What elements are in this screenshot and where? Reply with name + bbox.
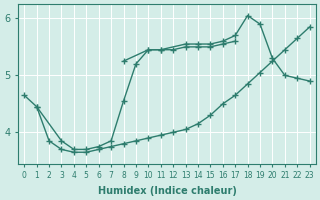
X-axis label: Humidex (Indice chaleur): Humidex (Indice chaleur) (98, 186, 236, 196)
